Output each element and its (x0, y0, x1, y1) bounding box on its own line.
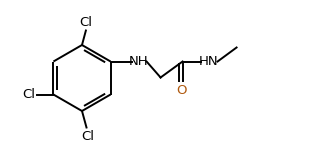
Text: Cl: Cl (81, 129, 94, 142)
Text: Cl: Cl (79, 16, 92, 29)
Text: HN: HN (199, 55, 218, 68)
Text: NH: NH (129, 55, 148, 68)
Text: Cl: Cl (22, 88, 35, 101)
Text: O: O (176, 84, 187, 97)
